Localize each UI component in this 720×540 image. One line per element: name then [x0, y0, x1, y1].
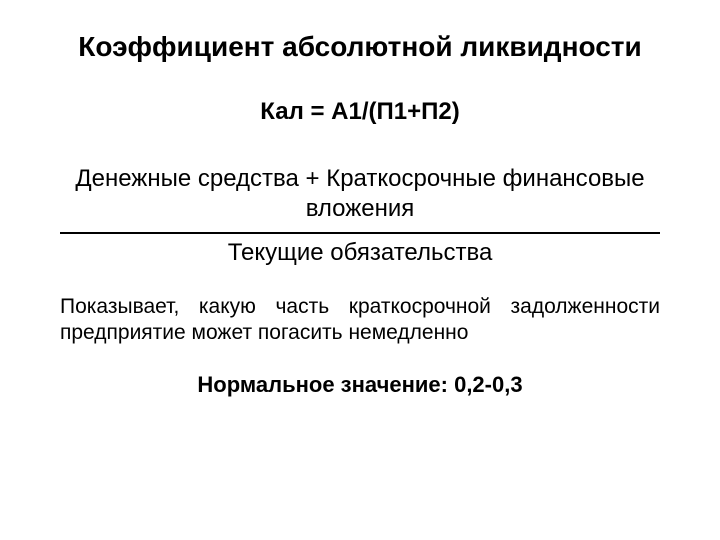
formula-text: Кал = А1/(П1+П2) [60, 98, 660, 126]
fraction-denominator: Текущие обязательства [60, 236, 660, 268]
normal-value-text: Нормальное значение: 0,2-0,3 [60, 372, 660, 398]
fraction-block: Денежные средства + Краткосрочные финанс… [60, 164, 660, 268]
fraction-line [60, 232, 660, 234]
description-text: Показывает, какую часть краткосрочной за… [60, 294, 660, 347]
fraction-numerator: Денежные средства + Краткосрочные финанс… [60, 164, 660, 228]
slide-title: Коэффициент абсолютной ликвидности [60, 28, 660, 66]
slide: Коэффициент абсолютной ликвидности Кал =… [0, 0, 720, 540]
